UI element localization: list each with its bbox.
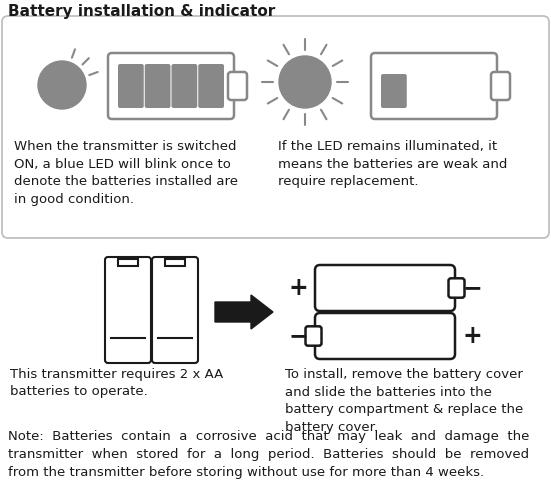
FancyBboxPatch shape [315,265,455,311]
FancyBboxPatch shape [2,16,549,238]
Text: Note:  Batteries  contain  a  corrosive  acid  that  may  leak  and  damage  the: Note: Batteries contain a corrosive acid… [8,430,530,479]
Text: +: + [288,276,308,300]
FancyBboxPatch shape [145,64,170,108]
Text: When the transmitter is switched
ON, a blue LED will blink once to
denote the ba: When the transmitter is switched ON, a b… [14,140,238,205]
Circle shape [38,61,86,109]
FancyBboxPatch shape [152,257,198,363]
Bar [118,259,138,266]
FancyBboxPatch shape [305,326,321,346]
FancyBboxPatch shape [491,72,510,100]
FancyBboxPatch shape [449,278,464,298]
Text: Battery installation & indicator: Battery installation & indicator [8,4,276,19]
FancyBboxPatch shape [228,72,247,100]
Text: If the LED remains illuminated, it
means the batteries are weak and
require repl: If the LED remains illuminated, it means… [278,140,507,188]
FancyArrow shape [215,295,273,329]
FancyBboxPatch shape [198,64,224,108]
FancyBboxPatch shape [105,257,151,363]
Bar [165,259,185,266]
Text: −: − [288,324,308,348]
FancyBboxPatch shape [371,53,497,119]
FancyBboxPatch shape [171,64,197,108]
FancyBboxPatch shape [315,313,455,359]
FancyBboxPatch shape [381,74,407,108]
Text: +: + [462,324,482,348]
FancyBboxPatch shape [118,64,144,108]
Text: This transmitter requires 2 x AA
batteries to operate.: This transmitter requires 2 x AA batteri… [10,368,223,398]
Text: −: − [462,276,482,300]
FancyBboxPatch shape [108,53,234,119]
Circle shape [279,56,331,108]
Text: To install, remove the battery cover
and slide the batteries into the
battery co: To install, remove the battery cover and… [285,368,523,433]
